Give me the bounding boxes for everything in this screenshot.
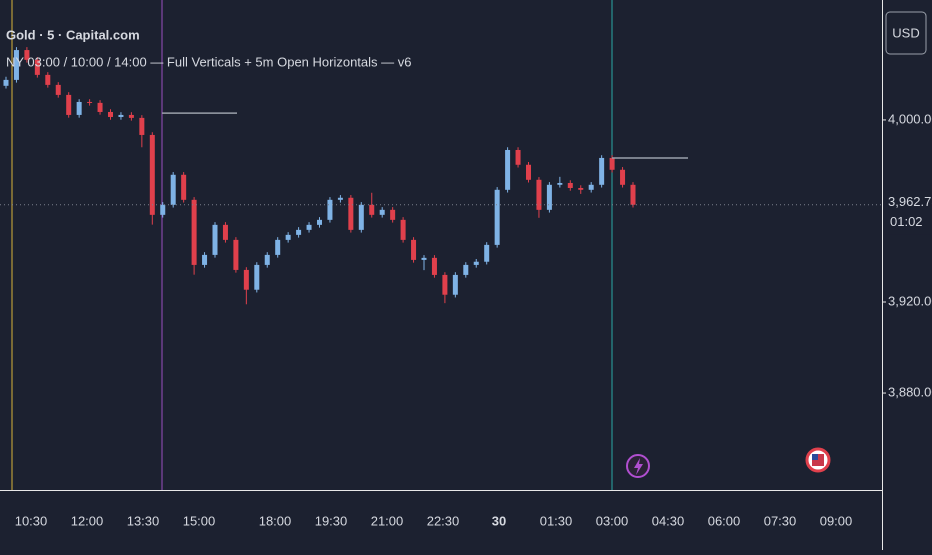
candle-body	[118, 114, 124, 117]
candle-body	[306, 224, 312, 230]
candle-body	[379, 209, 385, 215]
candle-body	[45, 74, 51, 85]
candle-body	[473, 261, 479, 265]
candle-body	[296, 229, 302, 235]
candle-body	[609, 157, 615, 170]
candle-body	[494, 189, 500, 245]
candle-body	[358, 204, 364, 230]
x-tick-label: 19:30	[315, 513, 348, 528]
candle-body	[348, 197, 354, 230]
last-price-label: 3,962.73	[888, 194, 932, 209]
candle-body	[567, 182, 573, 188]
y-tick-label: 3,880.00	[888, 384, 932, 399]
candle-body	[170, 174, 176, 205]
candle-body	[369, 204, 375, 215]
x-tick-label: 01:30	[540, 513, 573, 528]
candle-body	[275, 239, 281, 255]
candle-body	[87, 101, 93, 103]
candle-body	[442, 274, 448, 295]
candle-body	[599, 157, 605, 185]
candle-body	[181, 174, 187, 200]
x-tick-label: 09:00	[820, 513, 853, 528]
x-tick-label: 15:00	[183, 513, 216, 528]
y-tick-label: 3,920.00	[888, 293, 932, 308]
candle-body	[588, 184, 594, 190]
lightning-icon	[634, 458, 643, 475]
candle-body	[233, 239, 239, 270]
candle-body	[390, 209, 396, 220]
candle-body	[536, 179, 542, 210]
y-tick-label: 4,000.00	[888, 111, 932, 126]
candle-body	[34, 59, 40, 75]
candle-body	[578, 187, 584, 190]
x-tick-label: 04:30	[652, 513, 685, 528]
candle-body	[3, 79, 9, 86]
candle-body	[108, 111, 113, 117]
candle-body	[620, 169, 626, 185]
candle-body	[463, 264, 469, 275]
plot-area	[0, 47, 882, 305]
currency-box[interactable]	[885, 11, 927, 55]
x-tick-label: 18:00	[259, 513, 292, 528]
candle-body	[546, 184, 552, 210]
candle-body	[55, 84, 61, 95]
candle-body	[526, 164, 531, 180]
candle-body	[411, 239, 417, 260]
candle-body	[128, 114, 134, 118]
chart-title: Gold · 5 · Capital.com	[6, 27, 140, 42]
candle-body	[222, 224, 228, 240]
x-tick-label: 30	[492, 513, 506, 528]
candle-body	[421, 257, 427, 260]
candle-body	[139, 117, 145, 135]
chart-subtitle: NY 03:00 / 10:00 / 14:00 — Full Vertical…	[6, 54, 412, 69]
candle-body	[13, 50, 19, 80]
candle-body	[505, 149, 511, 190]
x-tick-label: 03:00	[596, 513, 629, 528]
candle-body	[97, 102, 103, 112]
x-tick-label: 12:00	[71, 513, 104, 528]
candle-body	[557, 182, 563, 185]
candle-body	[484, 244, 490, 262]
candle-body	[317, 219, 322, 225]
x-tick-label: 06:00	[708, 513, 741, 528]
x-tick-label: 07:30	[764, 513, 797, 528]
candle-body	[149, 134, 155, 215]
currency[interactable]: USD	[892, 25, 919, 40]
candle-body	[285, 234, 291, 240]
flag-icon	[812, 454, 818, 460]
candle-body	[76, 101, 82, 115]
last-price-badge	[884, 190, 930, 235]
x-tick-label: 13:30	[127, 513, 160, 528]
candle-body	[264, 254, 270, 265]
candle-body	[160, 204, 166, 215]
x-tick-label: 21:00	[371, 513, 404, 528]
candle-body	[212, 224, 218, 255]
candle-body	[327, 199, 333, 220]
candle-body	[452, 274, 458, 295]
candle-body	[630, 184, 636, 205]
candle-body	[337, 197, 343, 200]
candle-body	[400, 219, 406, 240]
candle-body	[191, 199, 197, 265]
candle-body	[254, 264, 260, 290]
candle-body	[66, 94, 72, 115]
candle-body	[243, 269, 249, 290]
countdown: 01:02	[890, 214, 923, 229]
candle-body	[515, 149, 521, 165]
x-tick-label: 10:30	[15, 513, 48, 528]
x-tick-label: 22:30	[427, 513, 460, 528]
candle-body	[202, 254, 208, 265]
candle-body	[431, 257, 437, 275]
candle-body	[24, 50, 30, 60]
